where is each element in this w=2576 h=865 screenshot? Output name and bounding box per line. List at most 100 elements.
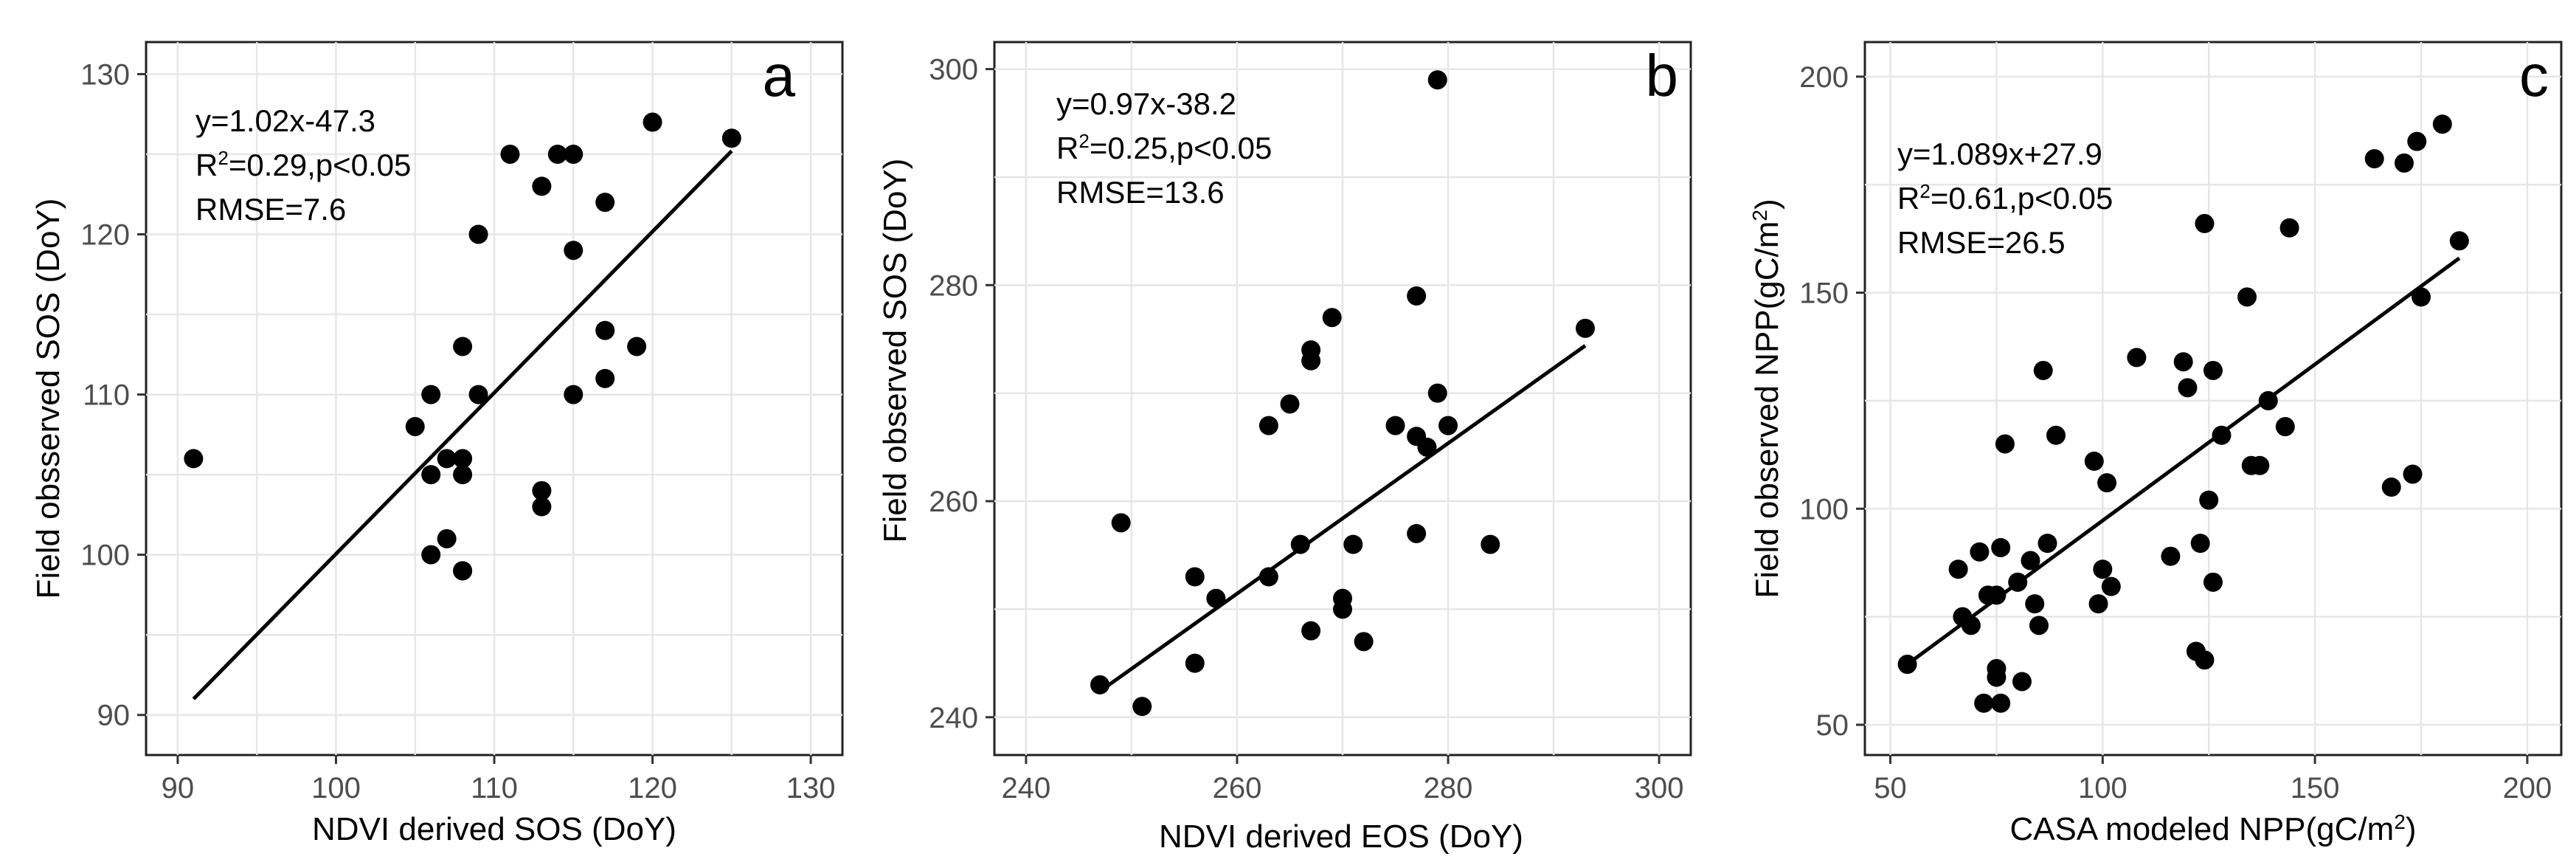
panel-b-data-point [1132,697,1152,717]
panel-c-data-point [2101,576,2121,596]
panel-c-data-point [2403,464,2423,484]
panel-c-y-tick-label: 200 [1799,61,1849,94]
panel-c-data-point [2029,616,2049,635]
panel-c-data-point [1961,616,1981,635]
panel-c-data-point [2173,352,2193,372]
panel-c-data-point [2178,378,2198,398]
panel-c-data-point [2250,455,2270,475]
panel-b-y-axis-title: Field observed SOS (DoY) [877,159,913,543]
panel-c-data-point [2432,114,2452,134]
panel-a-rmse: RMSE=7.6 [195,192,346,227]
panel-c-data-point [2033,360,2053,380]
panel-c-data-point [2203,360,2223,380]
panel-b-data-point [1385,416,1405,435]
panel-a-data-point [437,449,457,469]
panel-a-x-tick-label: 130 [786,772,836,804]
panel-a-data-point [564,144,584,164]
panel-a-data-point [532,497,552,517]
panel-c-y-tick-label: 100 [1799,493,1849,525]
panel-b-data-point [1090,675,1110,695]
panel-c-y-tick-label: 150 [1799,278,1849,310]
panel-b-x-tick-label: 260 [1213,772,1262,804]
panel-c-y-axis-title-end: ) [1749,199,1785,210]
panel-c-data-point [2195,650,2215,670]
panel-b-data-point [1407,286,1427,306]
panel-b-data-point [1481,534,1500,554]
panel-c-x-tick-label: 100 [2078,772,2127,804]
panel-a-data-point [468,224,488,244]
panel-a-fit-line [192,149,733,700]
panel-b-data-point [1301,621,1321,641]
panel-a-data-point [721,128,741,148]
panel-a-y-tick-label: 90 [97,700,131,732]
panel-b-x-tick-label: 280 [1424,772,1473,804]
panel-c-x-axis-title: CASA modeled NPP(gC/m2) [2009,810,2416,848]
panel-a-data-point [500,144,520,164]
panel-a-r2-sup: 2 [218,147,228,169]
panel-a-data-point [564,385,584,404]
panel-b-data-point [1407,523,1427,543]
panel-b-fit-line [1098,344,1587,693]
panel-c-data-point [2411,287,2431,307]
panel-b-x-tick-label: 240 [1002,772,1051,804]
panel-a-data-point [437,528,457,548]
panel-b-y-tick-label: 300 [929,54,978,86]
panel-b-data-point [1322,308,1342,328]
panel-a-r2-rest: =0.29,p<0.05 [229,148,412,182]
panel-c-r2-sup: 2 [1919,180,1930,202]
panel-c-data-point [1991,537,2011,557]
panel-a-data-point [421,545,441,565]
panel-b-data-point [1354,632,1374,652]
panel-b-data-point [1280,394,1300,414]
panel-c-equation: y=1.089x+27.9 [1897,137,2102,171]
panel-c-data-point [2279,218,2299,238]
panel-b-r2-rest: =0.25,p<0.05 [1090,131,1273,165]
panel-c-data-point [2127,348,2147,368]
panel-a-data-point [595,193,615,213]
panel-c-r2-r: R [1897,181,1919,216]
panel-b-data-point [1258,567,1278,587]
panel-a-data-point [453,449,473,469]
panel-c-data-point [2190,534,2210,554]
panel-a-x-tick-label: 110 [471,772,518,804]
panel-a-data-point [184,449,204,469]
panel-c-data-point [2093,559,2113,579]
panel-a: 90 100 110 120 130 90 100 110 120 130 a y=1.02x-4… [30,41,844,847]
panel-b-data-point [1427,70,1447,90]
panel-c-data-point [2037,534,2057,554]
panel-b-r2-r: R [1056,131,1078,165]
panel-a-x-axis-title: NDVI derived SOS (DoY) [312,811,676,847]
panel-a-data-point [405,416,425,436]
panel-c-y-tick-label: 50 [1816,709,1849,742]
panel-b-data-point [1438,416,1458,435]
panel-c-data-point [2195,213,2215,233]
panel-b-x-tick-label: 300 [1635,772,1684,804]
panel-c-data-point [2021,551,2040,571]
panel-a-letter: a [763,43,796,108]
panel-a-data-point [595,368,615,388]
panel-b-data-point [1427,383,1447,403]
panel-c-y-axis-title-main: Field observed NPP(gC/m [1749,221,1785,599]
panel-c-data-point [2212,425,2232,445]
panel-c-data-point [2381,478,2401,497]
panel-b-data-point [1290,534,1310,554]
panel-c-data-point [2097,473,2117,493]
panel-a-y-axis-title: Field obsserved SOS (DoY) [30,199,66,599]
panel-a-x-tick-label: 120 [628,772,677,804]
panel-a-y-tick-label: 120 [80,218,130,251]
panel-c-data-point [2203,572,2223,592]
panel-c-data-point [2199,490,2219,510]
panel-b-data-point [1343,534,1363,554]
panel-b-y-tick-label: 280 [929,269,978,302]
panel-c-data-point [2237,287,2257,307]
panel-b-letter: b [1646,43,1679,108]
panel-b-data-point [1111,513,1131,533]
panel-a-x-tick-label: 90 [162,772,195,804]
panel-c-data-point [1897,655,1917,675]
panel-c-data-point [1948,559,1968,579]
panel-c-data-point [1991,693,2011,713]
panel-c-data-point [1987,667,2007,687]
panel-c-data-point [1974,693,1994,713]
